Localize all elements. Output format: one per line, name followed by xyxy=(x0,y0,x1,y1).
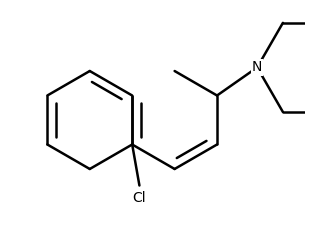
Text: N: N xyxy=(252,60,262,74)
Text: Cl: Cl xyxy=(133,191,146,205)
